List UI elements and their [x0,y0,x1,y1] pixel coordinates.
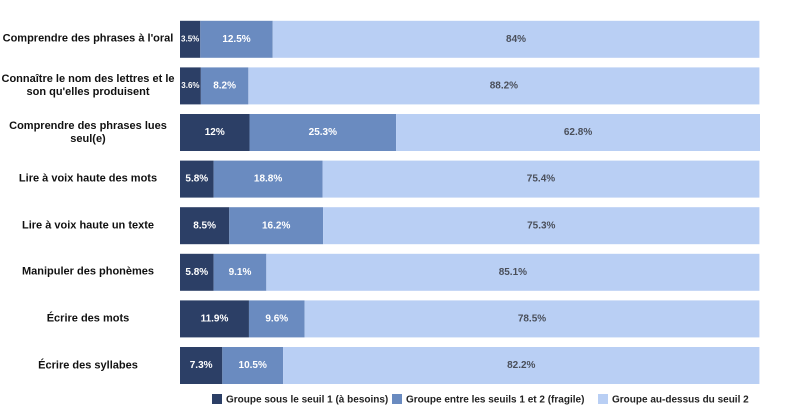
value-label: 85.1% [499,267,527,278]
bar-segment [180,300,249,338]
bar-segment [283,347,760,384]
value-label: 16.2% [262,220,290,231]
value-label: 7.3% [190,360,213,371]
value-label: 62.8% [564,127,592,138]
category-label: Comprendre des phrases à l'oral [2,32,174,45]
legend-swatch [598,394,608,404]
bar-segment [213,253,267,291]
bar-segment [180,160,214,198]
legend-label: Groupe sous le seuil 1 (à besoins) [226,395,388,406]
value-label: 75.3% [527,220,555,231]
value-label: 5.8% [185,267,208,278]
value-label: 5.8% [185,174,208,185]
legend-swatch [392,394,402,404]
value-label: 78.5% [518,314,546,325]
bar-segment [180,207,230,245]
bar-segment [248,300,305,338]
bar-segment [229,207,324,245]
value-label: 12.5% [222,34,250,45]
value-label: 9.6% [265,314,288,325]
legend-label: Groupe au-dessus du seuil 2 [612,395,749,406]
bar-segment [180,67,201,105]
value-label: 84% [506,34,526,45]
bar-segment [304,300,760,338]
bar-segment [222,347,284,384]
value-label: 75.4% [527,174,555,185]
category-label: Lire à voix haute des mots [18,172,158,185]
bar-segment [323,207,760,245]
bar-segment [322,160,760,198]
category-label: Comprendre des phrases lues seul(e) [9,119,167,145]
bar-segment [272,20,760,58]
value-label: 82.2% [507,360,535,371]
bar-segment [266,253,760,291]
bar-segment [180,20,201,58]
bar-segment [213,160,323,198]
value-label: 3.5% [181,34,199,43]
value-label: 3.6% [181,81,199,90]
value-label: 8.5% [193,220,216,231]
bar-segment [180,253,214,291]
bar-segment [249,114,397,151]
bar-segment [180,347,223,384]
value-label: 9.1% [229,267,252,278]
bar-segment [200,67,249,105]
value-label: 88.2% [490,81,518,92]
value-label: 10.5% [239,360,267,371]
bar-segment [200,20,273,58]
value-label: 18.8% [254,174,282,185]
value-label: 25.3% [309,127,337,138]
value-label: 11.9% [201,314,229,325]
legend-swatch [212,394,222,404]
value-label: 8.2% [213,81,236,92]
bar-segment [248,67,760,105]
category-label: Manipuler des phonèmes [21,265,155,278]
category-label: Connaître le nom des lettres et le son q… [1,72,175,98]
bar-segment [396,114,760,151]
category-label: Écrire des mots [46,312,130,325]
legend-label: Groupe entre les seuils 1 et 2 (fragile) [406,395,584,406]
bar-segment [180,114,250,151]
category-label: Écrire des syllabes [38,359,138,371]
value-label: 12% [205,127,225,138]
category-label: Lire à voix haute un texte [21,219,155,232]
